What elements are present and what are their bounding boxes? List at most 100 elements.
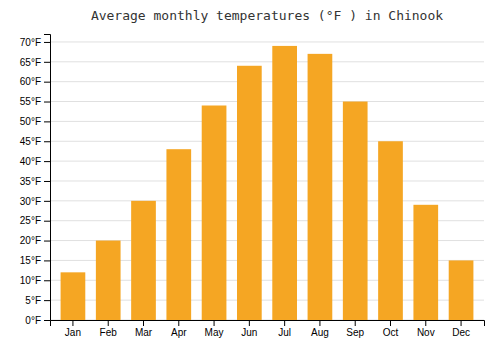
- x-tick-label: Jun: [241, 327, 257, 338]
- y-tick: 35°F: [20, 176, 50, 187]
- x-tick-label: Jan: [65, 327, 81, 338]
- bar: [131, 201, 156, 320]
- x-tick: Aug: [311, 320, 329, 338]
- x-tick-label: Oct: [383, 327, 399, 338]
- grid-line: [50, 200, 484, 201]
- y-tick-mark: [44, 141, 50, 142]
- x-tick-label: Sep: [346, 327, 364, 338]
- x-tick-mark: [72, 320, 73, 326]
- y-tick-mark: [44, 42, 50, 43]
- bar: [272, 46, 297, 320]
- grid-line: [50, 81, 484, 82]
- x-tick-mark: [178, 320, 179, 326]
- bar: [343, 102, 368, 320]
- y-tick-label: 30°F: [20, 196, 41, 207]
- y-tick-mark: [44, 221, 50, 222]
- x-axis: JanFebMarAprMayJunJulAugSepOctNovDec: [51, 320, 485, 338]
- y-tick-label: 45°F: [20, 136, 41, 147]
- y-tick: 65°F: [20, 57, 50, 68]
- bar: [202, 106, 227, 321]
- y-tick: 0°F: [25, 315, 50, 326]
- y-tick-label: 5°F: [25, 295, 41, 306]
- y-tick: 30°F: [20, 196, 50, 207]
- bar: [449, 260, 474, 320]
- y-tick-label: 0°F: [25, 315, 41, 326]
- y-tick-mark: [44, 320, 50, 321]
- x-tick: Sep: [346, 320, 364, 338]
- y-tick-mark: [44, 161, 50, 162]
- y-tick-label: 65°F: [20, 57, 41, 68]
- bar: [308, 54, 333, 320]
- x-tick-mark: [425, 320, 426, 326]
- x-tick-mark: [214, 320, 215, 326]
- x-tick: Nov: [417, 320, 435, 338]
- y-tick-mark: [44, 82, 50, 83]
- y-tick: 15°F: [20, 255, 50, 266]
- x-tick: Jun: [241, 320, 257, 338]
- y-tick-label: 60°F: [20, 76, 41, 87]
- y-tick: 45°F: [20, 136, 50, 147]
- x-tick: Dec: [452, 320, 470, 338]
- y-tick-label: 25°F: [20, 215, 41, 226]
- y-tick-mark: [44, 181, 50, 182]
- x-tick-label: Jul: [278, 327, 291, 338]
- y-tick: 10°F: [20, 275, 50, 286]
- x-axis-line: [51, 321, 485, 327]
- x-tick-mark: [143, 320, 144, 326]
- y-tick: 20°F: [20, 235, 50, 246]
- bar: [61, 272, 86, 320]
- x-tick-mark: [390, 320, 391, 326]
- y-tick: 70°F: [20, 37, 50, 48]
- y-tick-mark: [44, 102, 50, 103]
- y-tick-label: 55°F: [20, 96, 41, 107]
- y-tick-label: 20°F: [20, 235, 41, 246]
- x-tick: Jul: [278, 320, 291, 338]
- grid-line: [50, 141, 484, 142]
- x-tick-mark: [108, 320, 109, 326]
- x-tick-mark: [461, 320, 462, 326]
- x-tick: May: [205, 320, 224, 338]
- x-tick-mark: [319, 320, 320, 326]
- y-tick: 5°F: [25, 295, 50, 306]
- y-tick-mark: [44, 260, 50, 261]
- x-tick-mark: [284, 320, 285, 326]
- y-tick-label: 40°F: [20, 156, 41, 167]
- y-tick-label: 35°F: [20, 176, 41, 187]
- y-tick-mark: [44, 280, 50, 281]
- x-tick-label: May: [205, 327, 224, 338]
- y-tick-label: 50°F: [20, 116, 41, 127]
- x-tick-mark: [249, 320, 250, 326]
- y-tick-label: 70°F: [20, 37, 41, 48]
- y-tick-mark: [44, 300, 50, 301]
- x-tick-mark: [355, 320, 356, 326]
- y-tick-mark: [44, 201, 50, 202]
- grid-line: [50, 61, 484, 62]
- grid-line: [50, 161, 484, 162]
- grid: [50, 42, 484, 320]
- x-tick: Apr: [171, 320, 187, 338]
- y-axis: 0°F 5°F 10°F 15°F 20°F 25°F 30°F 35°F 40°F 45°F 50…: [20, 35, 51, 326]
- bar: [96, 241, 121, 320]
- y-tick: 60°F: [20, 76, 50, 87]
- y-tick-label: 10°F: [20, 275, 41, 286]
- y-axis-line: [44, 35, 51, 321]
- x-tick-label: Aug: [311, 327, 329, 338]
- y-tick: 50°F: [20, 116, 50, 127]
- x-tick-label: Mar: [135, 327, 153, 338]
- grid-line: [50, 180, 484, 181]
- y-tick-mark: [44, 241, 50, 242]
- grid-line: [50, 101, 484, 102]
- title: Average monthly temperatures (°F ) in Ch…: [91, 8, 443, 23]
- x-tick: Mar: [135, 320, 153, 338]
- x-tick-label: Nov: [417, 327, 435, 338]
- y-tick-label: 15°F: [20, 255, 41, 266]
- x-tick: Oct: [383, 320, 399, 338]
- plot: JanFebMarAprMayJunJulAugSepOctNovDec0°F5…: [20, 35, 485, 339]
- x-tick-label: Dec: [452, 327, 470, 338]
- y-tick-mark: [44, 121, 50, 122]
- y-tick: 25°F: [20, 215, 50, 226]
- bar: [237, 66, 262, 320]
- bars: [61, 46, 474, 320]
- grid-line: [50, 41, 484, 42]
- bar: [378, 141, 403, 320]
